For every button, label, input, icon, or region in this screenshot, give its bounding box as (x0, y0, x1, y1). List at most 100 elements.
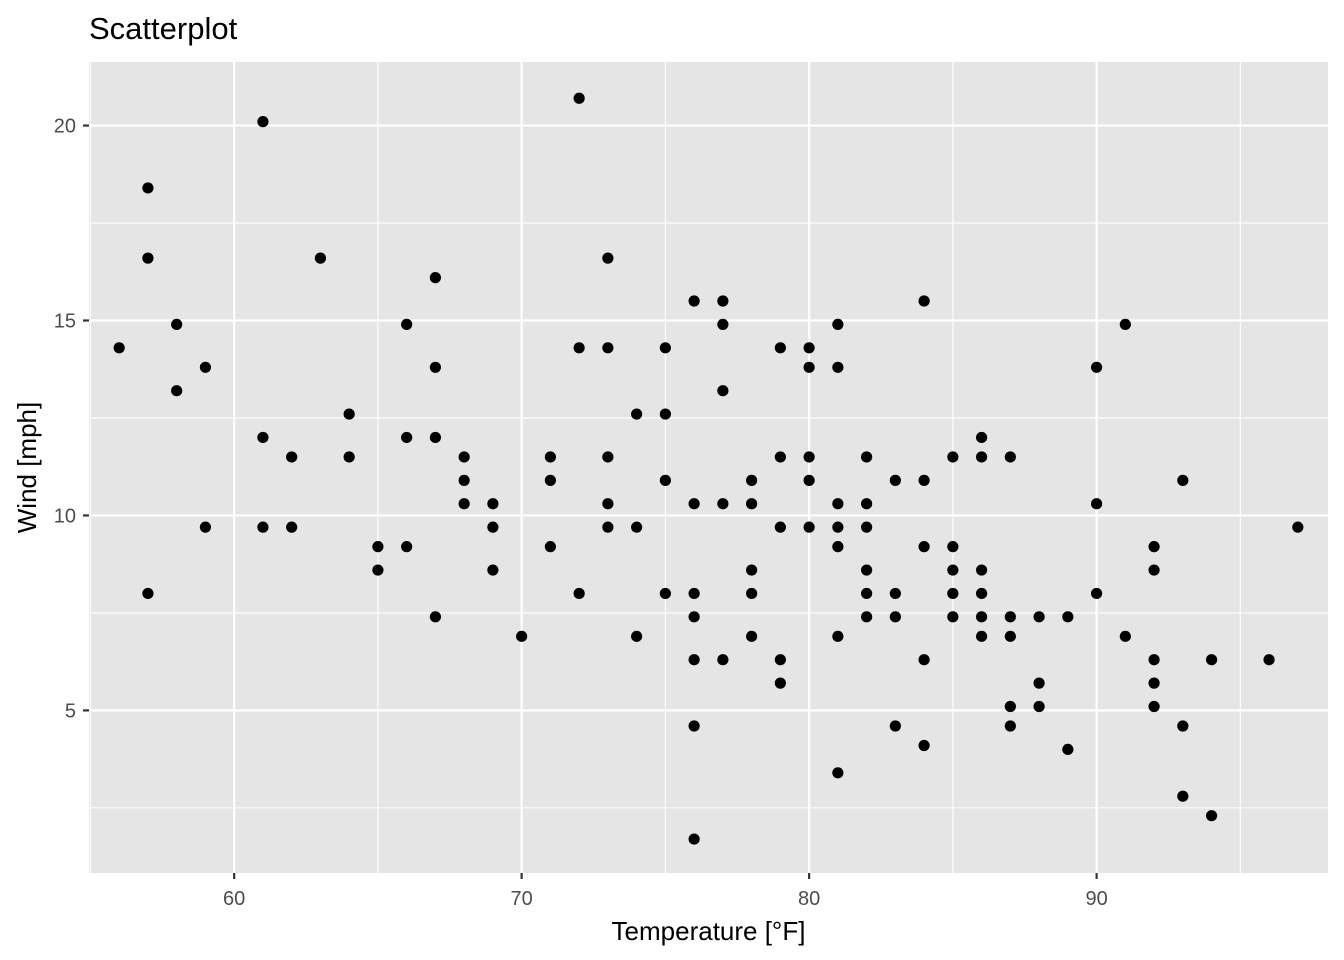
data-point (1148, 677, 1160, 689)
data-point (717, 295, 729, 307)
data-point (832, 541, 844, 553)
data-point (401, 541, 413, 553)
data-point (142, 252, 154, 264)
data-point (832, 498, 844, 510)
data-point (947, 587, 959, 600)
x-axis-title: Temperature [°F] (612, 916, 806, 946)
data-point (717, 385, 729, 397)
data-point (487, 564, 499, 576)
y-axis-ticks: 5 10 15 20 (54, 116, 89, 722)
data-point (171, 318, 183, 331)
data-point (602, 451, 614, 463)
data-point (918, 654, 930, 666)
data-point (774, 677, 786, 689)
y-tick-label: 5 (65, 700, 76, 722)
data-point (487, 521, 499, 533)
data-point (746, 587, 758, 600)
data-point (774, 521, 786, 533)
data-point (717, 654, 729, 666)
data-point (429, 272, 442, 284)
data-point (659, 408, 671, 420)
data-point (746, 474, 758, 486)
data-point (1148, 564, 1160, 576)
data-point (286, 521, 298, 533)
data-point (602, 521, 614, 533)
x-tick-label: 70 (511, 888, 533, 910)
data-point (286, 451, 298, 463)
data-point (544, 474, 556, 486)
data-point (975, 451, 988, 463)
y-tick-label: 20 (54, 116, 76, 138)
data-point (688, 587, 700, 600)
data-point (372, 564, 384, 576)
data-point (631, 521, 643, 533)
x-tick-label: 90 (1085, 888, 1107, 910)
data-point (918, 739, 930, 752)
data-point (343, 451, 355, 463)
x-tick-label: 80 (798, 888, 820, 910)
data-point (113, 342, 125, 354)
data-point (717, 498, 729, 510)
data-point (803, 342, 815, 354)
data-point (832, 361, 844, 373)
data-point (1090, 587, 1103, 600)
data-point (861, 521, 873, 533)
data-point (975, 431, 988, 444)
data-point (458, 474, 470, 486)
data-point (1090, 361, 1103, 373)
data-point (257, 521, 269, 533)
data-point (832, 521, 844, 533)
data-point (1119, 318, 1131, 331)
data-point (199, 361, 212, 373)
data-point (975, 587, 988, 600)
data-point (889, 611, 901, 623)
data-point (861, 498, 873, 510)
x-tick-label: 60 (223, 888, 245, 910)
data-point (544, 541, 556, 553)
data-point (774, 654, 786, 666)
chart-title: Scatterplot (89, 11, 238, 46)
data-point (1004, 630, 1016, 642)
data-point (889, 720, 901, 732)
data-point (1004, 611, 1016, 623)
y-tick-label: 15 (54, 311, 76, 333)
data-point (1033, 700, 1045, 713)
data-point (688, 720, 700, 732)
data-point (1148, 541, 1160, 553)
data-point (401, 431, 413, 444)
data-point (746, 630, 758, 642)
data-point (774, 451, 786, 463)
data-point (832, 630, 844, 642)
y-tick-label: 10 (54, 505, 76, 527)
data-point (803, 451, 815, 463)
data-point (861, 451, 873, 463)
data-point (803, 521, 815, 533)
data-point (1004, 720, 1016, 732)
data-point (861, 587, 873, 600)
data-point (1177, 720, 1189, 732)
data-point (975, 611, 988, 623)
data-point (573, 92, 585, 104)
x-axis-ticks: 60 70 80 90 (223, 873, 1108, 910)
data-point (1062, 743, 1074, 756)
y-axis-title: Wind [mph] (12, 402, 42, 534)
data-point (659, 474, 671, 486)
data-point (889, 474, 901, 486)
data-point (947, 451, 959, 463)
data-point (429, 431, 442, 444)
data-point (688, 654, 700, 666)
data-point (659, 587, 671, 600)
data-point (544, 451, 556, 463)
data-point (1119, 630, 1131, 642)
minor-gridlines (89, 62, 1328, 873)
data-point (688, 833, 700, 845)
data-point (1263, 654, 1275, 666)
data-point (487, 498, 499, 510)
data-point (746, 498, 758, 510)
data-point (142, 587, 154, 600)
data-point (1090, 498, 1103, 510)
data-point (142, 182, 154, 194)
data-point (602, 252, 614, 264)
data-point (832, 767, 844, 779)
